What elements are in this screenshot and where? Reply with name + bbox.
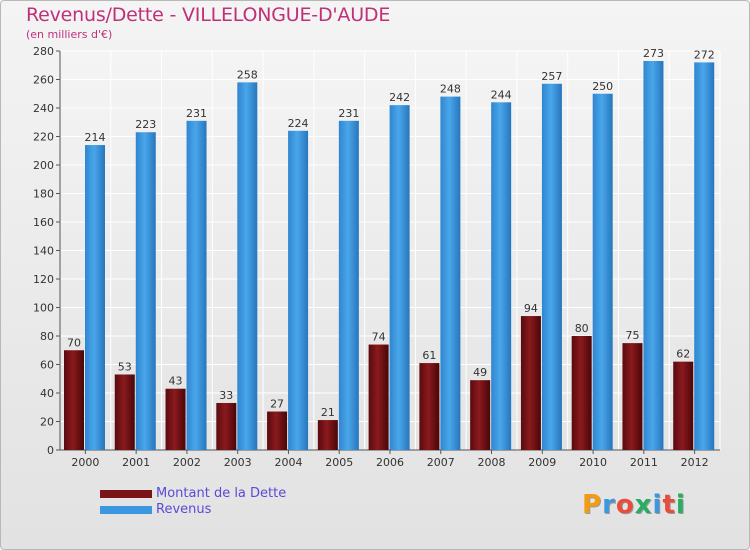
- data-label-revenus: 242: [389, 91, 410, 104]
- bar-dette: [317, 420, 338, 450]
- bar-dette: [470, 380, 491, 450]
- y-tick-label: 160: [33, 216, 54, 229]
- bar-revenus: [288, 130, 309, 451]
- x-tick-label: 2009: [528, 456, 556, 469]
- y-tick-label: 60: [40, 359, 54, 372]
- legend-swatch-dette: [100, 490, 152, 498]
- bar-dette: [216, 402, 237, 450]
- data-label-revenus: 248: [440, 83, 461, 96]
- y-tick-label: 240: [33, 102, 54, 115]
- x-tick-label: 2005: [325, 456, 353, 469]
- data-labels: 70 214 53 223 43 231 33 258 27 224 21 231 74 242 61 248…: [67, 47, 715, 419]
- x-tick-label: 2007: [427, 456, 455, 469]
- bar-dette: [571, 336, 592, 450]
- data-label-dette: 61: [422, 349, 436, 362]
- data-label-revenus: 257: [541, 70, 562, 83]
- data-label-dette: 43: [169, 375, 183, 388]
- x-tick-label: 2008: [478, 456, 506, 469]
- x-tick-label: 2003: [224, 456, 252, 469]
- bar-revenus: [389, 105, 410, 451]
- logo-letter: t: [662, 490, 676, 520]
- legend-label-revenus: Revenus: [156, 502, 212, 517]
- bar-dette: [419, 363, 440, 450]
- x-tick-label: 2004: [274, 456, 302, 469]
- x-tick-label: 2002: [173, 456, 201, 469]
- x-tick-label: 2000: [71, 456, 99, 469]
- data-label-revenus: 223: [135, 118, 156, 131]
- bar-revenus: [491, 102, 512, 451]
- y-tick-label: 120: [33, 273, 54, 286]
- data-label-revenus: 231: [186, 107, 207, 120]
- y-tick-label: 40: [40, 387, 54, 400]
- data-label-revenus: 214: [85, 131, 106, 144]
- data-label-dette: 21: [321, 406, 335, 419]
- bar-revenus: [643, 60, 664, 450]
- legend-swatch-revenus: [100, 506, 152, 514]
- bar-revenus: [440, 96, 461, 450]
- y-tick-label: 180: [33, 188, 54, 201]
- bar-dette: [114, 374, 135, 450]
- y-tick-label: 20: [40, 416, 54, 429]
- y-tick-label: 280: [33, 45, 54, 58]
- chart-subtitle: (en milliers d'€): [26, 28, 113, 41]
- data-label-revenus: 273: [643, 47, 664, 60]
- data-label-dette: 49: [473, 366, 487, 379]
- y-tick-label: 140: [33, 245, 54, 258]
- bar-dette: [622, 343, 643, 450]
- bar-revenus: [694, 62, 715, 451]
- y-tick-label: 0: [47, 444, 54, 457]
- data-label-revenus: 272: [694, 48, 715, 61]
- bars: [64, 60, 715, 451]
- bar-dette: [368, 344, 389, 450]
- data-label-dette: 27: [270, 398, 284, 411]
- bar-dette: [165, 388, 186, 450]
- x-tick-label: 2001: [122, 456, 150, 469]
- x-tick-label: 2010: [579, 456, 607, 469]
- bar-dette: [520, 316, 541, 450]
- data-label-dette: 70: [67, 336, 81, 349]
- legend-label-dette: Montant de la Dette: [156, 486, 287, 501]
- bar-revenus: [237, 82, 258, 450]
- bar-revenus: [592, 93, 613, 450]
- data-label-dette: 75: [625, 329, 639, 342]
- data-label-revenus: 224: [288, 117, 309, 130]
- bar-dette: [64, 350, 84, 450]
- axes: 0 20 40 60 80 100 120 140 160 180 200 220 240 260 280 2…: [33, 45, 720, 469]
- data-label-revenus: 258: [237, 68, 258, 81]
- logo-letter: x: [634, 490, 653, 520]
- logo-letter: P: [582, 490, 603, 520]
- logo-letter: r: [602, 490, 616, 520]
- chart-title: Revenus/Dette - VILLELONGUE-D'AUDE: [26, 4, 391, 26]
- data-label-dette: 74: [372, 331, 386, 344]
- y-tick-label: 200: [33, 159, 54, 172]
- logo-letter: i: [675, 490, 686, 520]
- bar-revenus: [135, 132, 156, 450]
- data-label-revenus: 244: [491, 88, 512, 101]
- bar-revenus: [186, 120, 207, 450]
- logo-letter: o: [615, 490, 635, 520]
- x-tick-label: 2006: [376, 456, 404, 469]
- data-label-dette: 62: [676, 348, 690, 361]
- data-label-revenus: 250: [592, 80, 613, 93]
- data-label-revenus: 231: [338, 107, 359, 120]
- data-label-dette: 80: [575, 322, 589, 335]
- bar-dette: [267, 411, 288, 450]
- y-tick-label: 80: [40, 330, 54, 343]
- x-tick-label: 2011: [630, 456, 658, 469]
- data-label-dette: 33: [219, 389, 233, 402]
- proxiti-logo: Proxiti: [582, 490, 686, 520]
- y-tick-label: 260: [33, 74, 54, 87]
- y-tick-label: 100: [33, 302, 54, 315]
- bar-revenus: [85, 145, 105, 451]
- data-label-dette: 53: [118, 360, 132, 373]
- bar-revenus: [541, 83, 562, 451]
- bar-dette: [673, 361, 694, 450]
- data-label-dette: 94: [524, 302, 538, 315]
- y-tick-label: 220: [33, 131, 54, 144]
- logo-letter: i: [652, 490, 663, 520]
- bar-revenus: [338, 120, 359, 450]
- x-tick-label: 2012: [681, 456, 709, 469]
